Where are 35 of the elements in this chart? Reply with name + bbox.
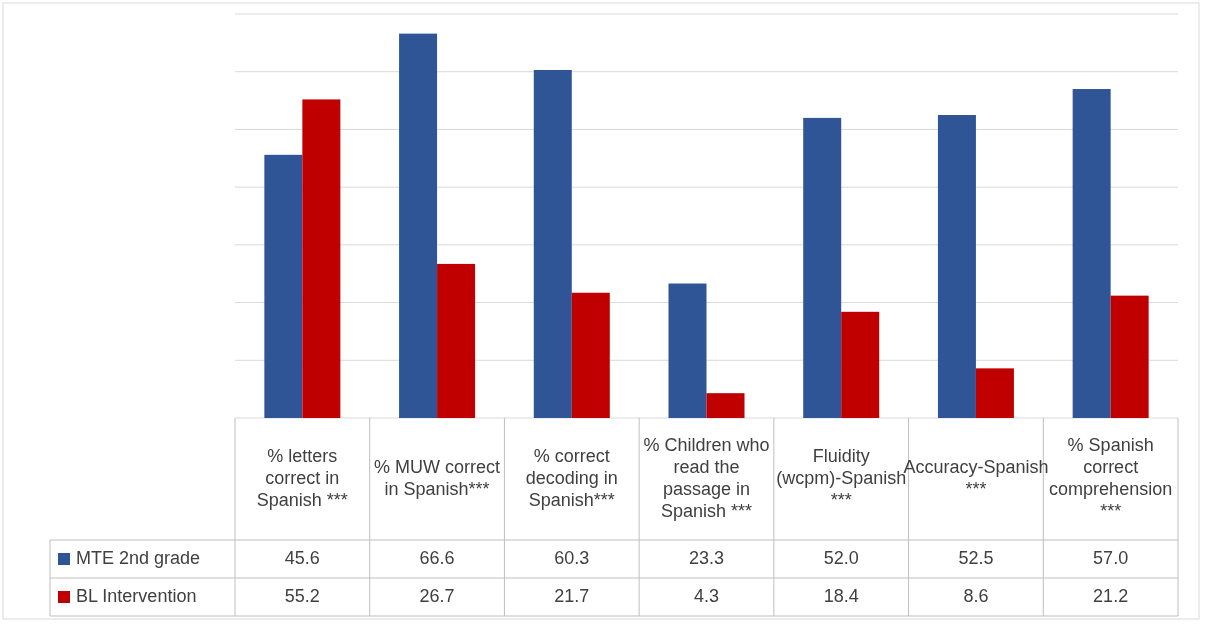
x-tick-label: % letters correct in Spanish *** <box>256 445 348 510</box>
bar <box>1110 295 1149 418</box>
bar <box>264 154 303 418</box>
bar <box>437 263 476 418</box>
data-label: 60.3 <box>554 547 590 568</box>
data-label: 8.6 <box>963 585 989 606</box>
data-label: 52.0 <box>823 547 859 568</box>
data-label: 55.2 <box>284 585 320 606</box>
data-label: 23.3 <box>688 547 725 568</box>
bar <box>668 283 707 418</box>
data-label: 21.7 <box>554 585 590 606</box>
x-tick-label: % correct decoding in Spanish*** <box>525 445 618 510</box>
bar <box>302 99 341 418</box>
legend-label: BL Intervention <box>76 585 197 606</box>
x-tick-label: % MUW correct in Spanish*** <box>374 456 501 499</box>
bar <box>803 117 842 418</box>
bar <box>571 292 610 418</box>
data-label: 26.7 <box>419 585 455 606</box>
x-tick-label: % Spanish correct comprehension *** <box>1049 434 1173 521</box>
data-label: 45.6 <box>284 547 320 568</box>
legend-label: MTE 2nd grade <box>76 547 201 568</box>
bar <box>1072 89 1111 418</box>
data-label: 57.0 <box>1093 547 1129 568</box>
bar <box>975 368 1014 418</box>
bar <box>533 69 572 418</box>
data-label: 21.2 <box>1093 585 1129 606</box>
data-label: 4.3 <box>693 585 720 606</box>
bar <box>706 393 745 418</box>
data-label: 18.4 <box>823 585 859 606</box>
data-label: 66.6 <box>419 547 455 568</box>
data-label: 52.5 <box>958 547 994 568</box>
x-tick-label: % Children who read the passage in Spanish *** <box>643 434 770 521</box>
bar <box>937 115 976 418</box>
bar <box>841 311 880 418</box>
bar <box>399 33 438 418</box>
